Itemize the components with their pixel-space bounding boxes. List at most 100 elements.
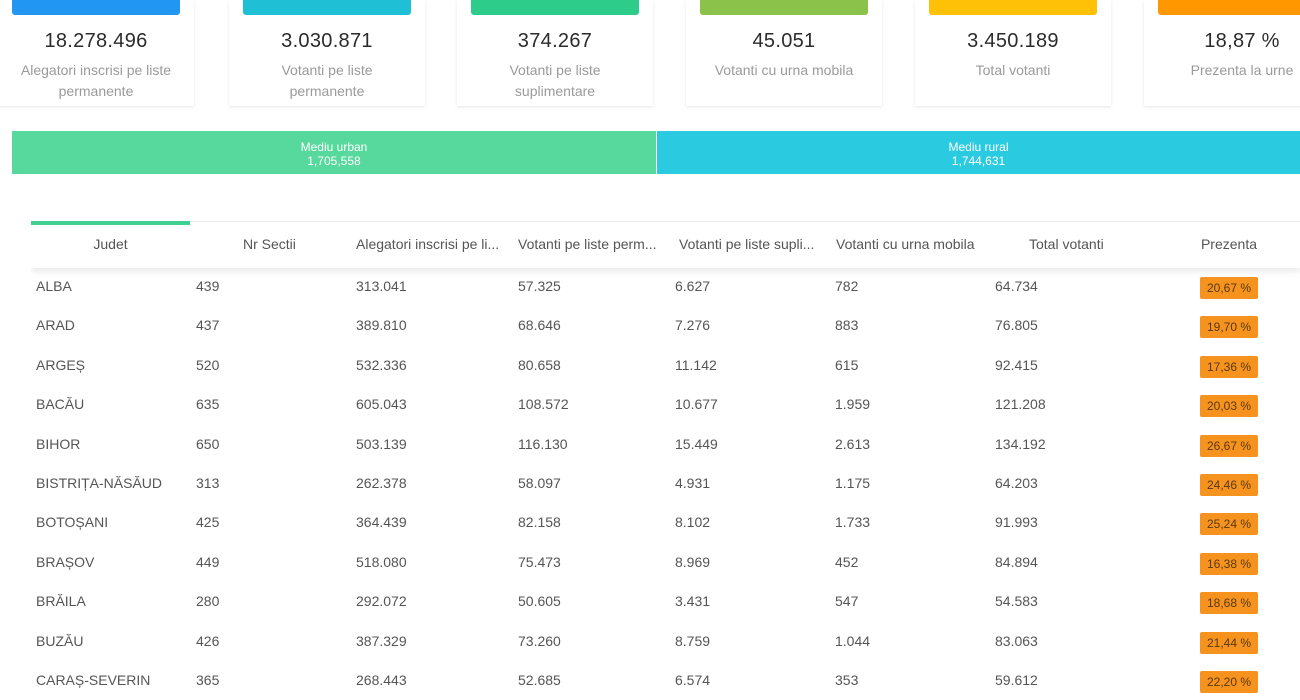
cell-county: BIHOR bbox=[36, 435, 81, 452]
stat-card-color-bar bbox=[700, 0, 868, 15]
cell-total: 84.894 bbox=[995, 553, 1038, 570]
county-table: Judet Nr Sectii Alegatori inscrisi pe li..… bbox=[31, 221, 1300, 700]
table-row[interactable]: BRAȘOV 449 518.080 75.473 8.969 452 84.894 16,3… bbox=[31, 543, 1300, 582]
cell-sections: 437 bbox=[196, 317, 220, 334]
cell-permanent: 50.605 bbox=[518, 593, 561, 610]
cell-county: ARAD bbox=[36, 317, 75, 334]
cell-sections: 520 bbox=[196, 356, 220, 373]
cell-mobile: 2.613 bbox=[835, 435, 871, 452]
stat-card-label: Prezenta la urne bbox=[1190, 62, 1294, 78]
cell-county: BRĂILA bbox=[36, 593, 86, 610]
cell-sections: 425 bbox=[196, 514, 220, 531]
cell-sections: 635 bbox=[196, 396, 220, 413]
cell-mobile: 353 bbox=[835, 671, 859, 688]
env-rural-segment[interactable]: Mediu rural 1,744,631 bbox=[657, 131, 1300, 174]
cell-supplementary: 8.102 bbox=[675, 514, 711, 531]
table-row[interactable]: BISTRIȚA-NĂSĂUD 313 262.378 58.097 4.931 1.17… bbox=[31, 464, 1300, 503]
cell-registered: 532.336 bbox=[356, 356, 407, 373]
stat-card-color-bar bbox=[243, 0, 411, 15]
cell-total: 92.415 bbox=[995, 356, 1038, 373]
cell-county: BUZĂU bbox=[36, 632, 84, 649]
table-row[interactable]: BRĂILA 280 292.072 50.605 3.431 547 54.583 18,6… bbox=[31, 582, 1300, 621]
cell-registered: 503.139 bbox=[356, 435, 407, 452]
header-votanti-suplimentare[interactable]: Votanti pe liste supli... bbox=[679, 236, 815, 252]
table-row[interactable]: BOTOȘANI 425 364.439 82.158 8.102 1.733 91.993… bbox=[31, 503, 1300, 542]
table-row[interactable]: ALBA 439 313.041 57.325 6.627 782 64.734 20,67 … bbox=[31, 267, 1300, 306]
header-votanti-permanente[interactable]: Votanti pe liste perm... bbox=[518, 236, 657, 252]
cell-total: 134.192 bbox=[995, 435, 1046, 452]
stat-card-label: Votanti cu urna mobila bbox=[714, 62, 854, 78]
cell-county: ARGEȘ bbox=[36, 356, 86, 373]
stat-card-label: Votanti pe liste permanente bbox=[281, 62, 373, 99]
header-total-votanti[interactable]: Total votanti bbox=[1029, 236, 1104, 252]
env-rural-title: Mediu rural bbox=[948, 140, 1009, 154]
cell-sections: 365 bbox=[196, 671, 220, 688]
cell-supplementary: 15.449 bbox=[675, 435, 718, 452]
stat-card-color-bar bbox=[929, 0, 1097, 15]
table-row[interactable]: BIHOR 650 503.139 116.130 15.449 2.613 134.192… bbox=[31, 425, 1300, 464]
cell-supplementary: 11.142 bbox=[675, 356, 717, 373]
turnout-badge: 25,24 % bbox=[1200, 513, 1258, 536]
cell-total: 59.612 bbox=[995, 671, 1038, 688]
env-rural-value: 1,744,631 bbox=[951, 154, 1006, 168]
table-row[interactable]: BUZĂU 426 387.329 73.260 8.759 1.044 83.063 21,… bbox=[31, 622, 1300, 661]
stat-card-value: 3.030.871 bbox=[281, 30, 373, 52]
table-row[interactable]: ARAD 437 389.810 68.646 7.276 883 76.805 19,70 … bbox=[31, 306, 1300, 345]
cell-county: BOTOȘANI bbox=[36, 514, 109, 531]
stat-card-value: 45.051 bbox=[752, 30, 816, 52]
turnout-badge: 24,46 % bbox=[1200, 473, 1258, 496]
stat-card-permanent-list-voters: 3.030.871 Votanti pe liste permanente bbox=[229, 0, 425, 106]
stat-card-value: 18,87 % bbox=[1204, 30, 1280, 52]
cell-total: 54.583 bbox=[995, 593, 1038, 610]
cell-supplementary: 4.931 bbox=[675, 474, 711, 491]
stat-card-color-bar bbox=[1158, 0, 1300, 15]
stat-card-mobile-urn-voters: 45.051 Votanti cu urna mobila bbox=[686, 0, 882, 106]
stat-card-value: 3.450.189 bbox=[967, 30, 1059, 52]
cell-supplementary: 10.677 bbox=[675, 396, 718, 413]
cell-sections: 449 bbox=[196, 553, 220, 570]
cell-permanent: 108.572 bbox=[518, 396, 569, 413]
stat-card-total-voters: 3.450.189 Total votanti bbox=[915, 0, 1111, 106]
cell-registered: 518.080 bbox=[356, 553, 407, 570]
cell-supplementary: 8.759 bbox=[675, 632, 711, 649]
header-nr-sectii[interactable]: Nr Sectii bbox=[243, 236, 296, 252]
stat-card-color-bar bbox=[12, 0, 180, 15]
table-row[interactable]: ARGEȘ 520 532.336 80.658 11.142 615 92.415 17,3… bbox=[31, 346, 1300, 385]
header-urna-mobila[interactable]: Votanti cu urna mobila bbox=[836, 236, 975, 252]
turnout-badge: 20,03 % bbox=[1200, 395, 1258, 418]
env-urban-value: 1,705,558 bbox=[307, 154, 361, 168]
cell-county: BACĂU bbox=[36, 396, 85, 413]
cell-county: BRAȘOV bbox=[36, 553, 95, 570]
turnout-badge: 22,20 % bbox=[1200, 670, 1258, 693]
cell-county: CARAȘ-SEVERIN bbox=[36, 671, 151, 688]
cell-county: BISTRIȚA-NĂSĂUD bbox=[36, 474, 163, 491]
stat-card-value: 374.267 bbox=[517, 30, 593, 52]
header-alegatori[interactable]: Alegatori inscrisi pe li... bbox=[356, 236, 500, 252]
cell-total: 64.203 bbox=[995, 474, 1038, 491]
cell-mobile: 1.733 bbox=[835, 514, 871, 531]
env-urban-segment[interactable]: Mediu urban 1,705,558 bbox=[12, 131, 656, 174]
cell-supplementary: 6.627 bbox=[675, 278, 711, 294]
header-judet[interactable]: Judet bbox=[93, 236, 128, 252]
cell-registered: 313.041 bbox=[356, 278, 407, 294]
table-row[interactable]: BACĂU 635 605.043 108.572 10.677 1.959 121.208… bbox=[31, 385, 1300, 424]
stat-card-turnout: 18,87 % Prezenta la urne bbox=[1144, 0, 1300, 106]
turnout-badge: 17,36 % bbox=[1200, 355, 1258, 378]
table-header: Judet Nr Sectii Alegatori inscrisi pe li..… bbox=[31, 221, 1300, 268]
turnout-badge: 21,44 % bbox=[1200, 631, 1258, 654]
cell-county: ALBA bbox=[36, 278, 72, 294]
table-row[interactable]: CARAȘ-SEVERIN 365 268.443 52.685 6.574 353 59.… bbox=[31, 661, 1300, 700]
cell-permanent: 57.325 bbox=[518, 278, 561, 294]
cell-mobile: 1.959 bbox=[835, 396, 871, 413]
cell-permanent: 68.646 bbox=[518, 317, 561, 334]
stat-card-label: Votanti pe liste suplimentare bbox=[509, 62, 601, 99]
cell-mobile: 883 bbox=[835, 317, 859, 334]
header-prezenta[interactable]: Prezenta bbox=[1200, 236, 1258, 252]
cell-supplementary: 3.431 bbox=[675, 593, 711, 610]
turnout-badge: 16,38 % bbox=[1200, 552, 1258, 575]
cell-supplementary: 8.969 bbox=[675, 553, 711, 570]
cell-total: 83.063 bbox=[995, 632, 1038, 649]
stat-card-color-bar bbox=[471, 0, 639, 15]
stat-card-label: Total votanti bbox=[975, 62, 1051, 78]
